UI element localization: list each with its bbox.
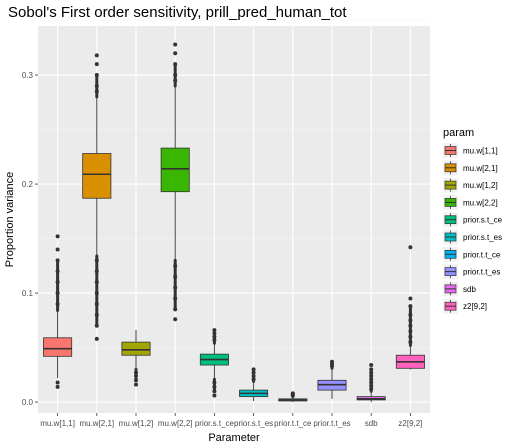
legend: param mu.w[1,1] mu.w[2,1] mu.w[1,2] mu.w[2,… [443,127,503,314]
legend-item-10: z2[9,2] [443,298,487,314]
box-iqr [82,153,112,199]
outlier-point [55,384,60,389]
legend-item-5: prior.s.t_ce [443,212,503,228]
legend-label: z2[9,2] [463,302,487,311]
outlier-point [94,336,99,341]
x-tick-label: mu.w[1,1] [40,419,75,428]
outlier-point [330,359,334,364]
boxplots [43,42,425,403]
outlier-point [251,367,256,372]
outlier-point [408,296,413,301]
outlier-point [408,245,413,250]
y-tick-label: 0.3 [22,71,34,80]
x-tick-label: mu.w[2,1] [79,419,114,428]
legend-item-4: mu.w[2,2] [443,194,498,210]
outlier-point [212,328,217,333]
boxplot-3 [121,330,151,387]
boxplot-4 [160,42,190,322]
outlier-point [212,331,217,336]
boxplot-6 [239,367,269,402]
x-tick-label: mu.w[1,2] [119,419,154,428]
legend-label: prior.s.t_es [463,233,502,242]
legend-label: prior.s.t_ce [463,216,503,225]
box-iqr [160,147,190,193]
legend-label: mu.w[1,2] [463,181,498,190]
outlier-point [134,382,138,387]
box-iqr [43,337,73,357]
legend-label: mu.w[2,2] [463,198,498,207]
outlier-point [369,363,374,368]
x-tick-label: prior.t.t_ce [274,419,312,428]
y-tick-label: 0.0 [22,398,34,407]
outlier-point [369,367,374,372]
legend-label: mu.w[2,1] [463,164,498,173]
outlier-point [94,53,99,58]
legend-title: param [443,127,474,139]
outlier-point [55,234,60,239]
outlier-point [55,380,60,385]
outlier-point [173,317,178,322]
boxplot-5 [199,328,229,398]
x-axis: mu.w[1,1] mu.w[2,1] mu.w[1,2] mu.w[2,2] prio… [40,413,422,428]
legend-item-1: mu.w[1,1] [443,143,498,158]
legend-item-3: mu.w[1,2] [443,177,498,193]
boxplot-1 [43,234,73,389]
legend-item-7: prior.t.t_ce [443,246,501,262]
x-tick-label: z2[9,2] [398,419,422,428]
legend-item-8: prior.t.t_es [443,264,500,280]
legend-label: prior.t.t_ce [463,250,501,259]
y-axis-title: Proportion variance [4,172,16,267]
boxplot-10 [395,245,425,370]
legend-item-6: prior.s.t_es [443,229,502,245]
box-iqr [121,341,151,356]
outlier-point [55,247,60,252]
boxplot-8 [317,359,347,399]
legend-item-2: mu.w[2,1] [443,160,498,176]
outlier-point [94,62,99,67]
x-tick-label: prior.s.t_es [234,419,273,428]
y-tick-label: 0.2 [22,180,34,189]
legend-label: prior.t.t_es [463,268,500,277]
x-tick-label: prior.t.t_es [313,419,350,428]
boxplot-7 [278,391,308,403]
x-tick-label: prior.s.t_ce [195,419,235,428]
chart-title: Sobol's First order sensitivity, prill_p… [8,4,347,21]
boxplot-9 [356,363,386,403]
outlier-point [173,51,178,56]
plot-panel [38,26,430,413]
x-tick-label: mu.w[2,2] [158,419,193,428]
boxplot-2 [82,53,112,341]
x-tick-label: sdb [365,419,378,428]
y-tick-label: 0.1 [22,289,34,298]
outlier-point [251,370,256,375]
x-axis-title: Parameter [208,432,260,444]
legend-label: sdb [463,285,476,294]
y-axis: 0.0 0.1 0.2 0.3 [22,71,38,407]
legend-label: mu.w[1,1] [463,147,498,156]
outlier-point [290,391,295,396]
legend-item-9: sdb [443,281,476,297]
outlier-point [212,393,217,398]
outlier-point [173,42,178,47]
